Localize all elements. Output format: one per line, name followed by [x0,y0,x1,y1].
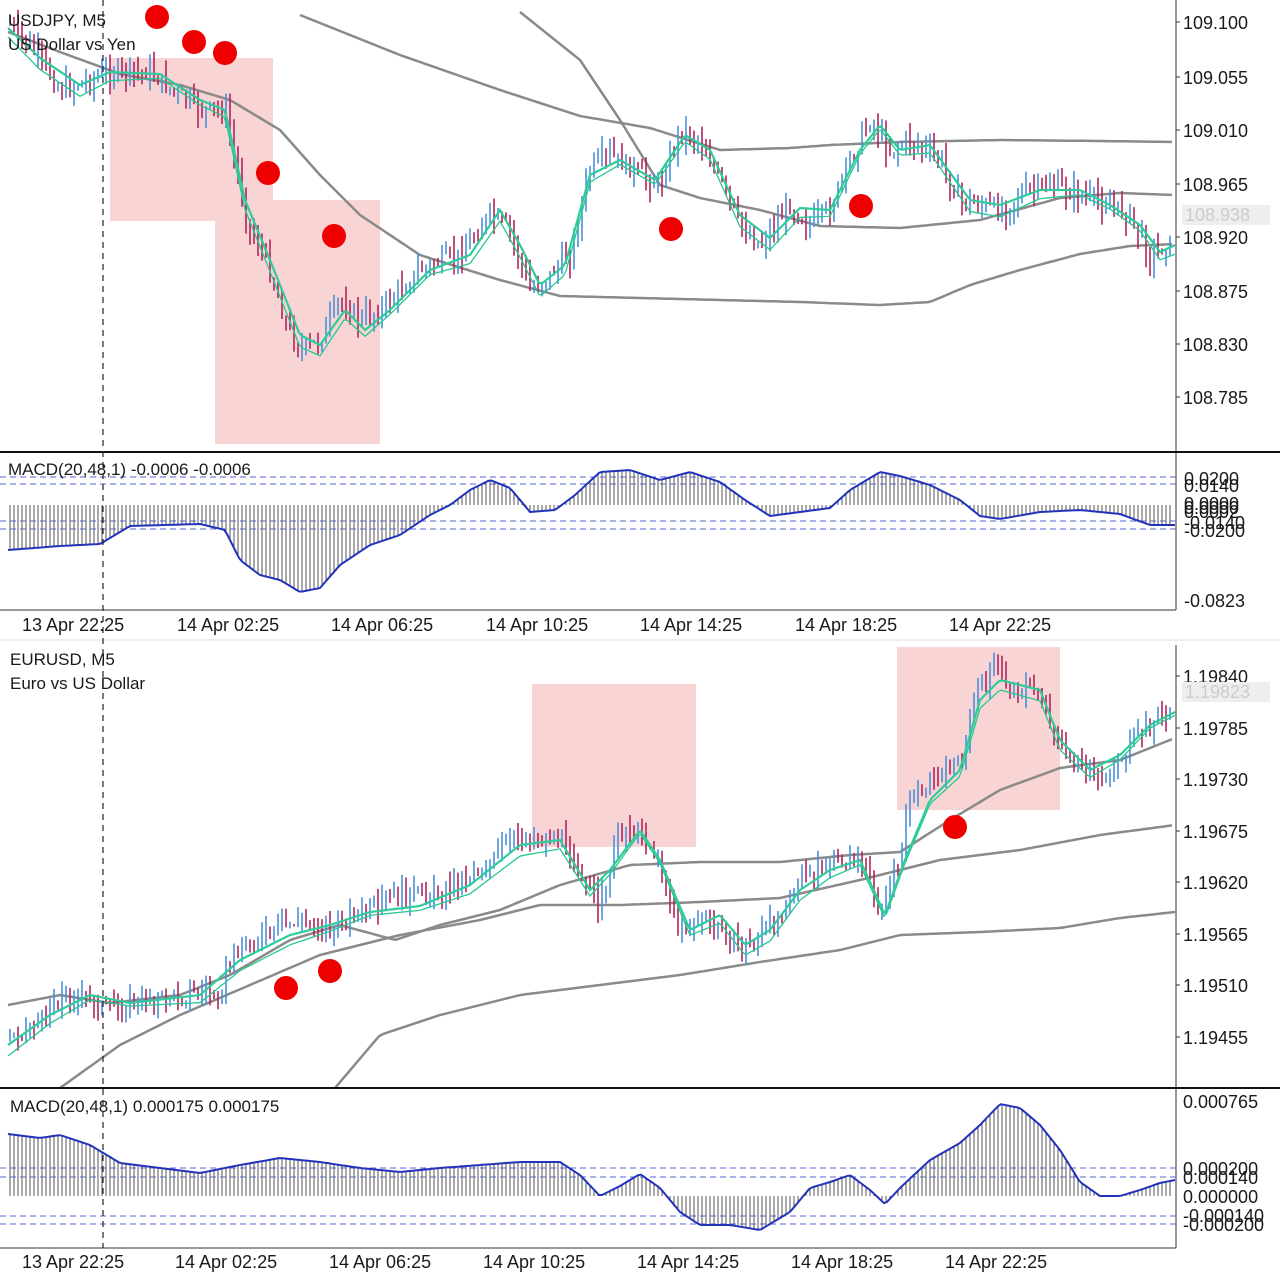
current-price-tag [1182,682,1270,702]
usdjpy-description-label: US Dollar vs Yen [8,35,136,54]
macd-tick: -0.000140 [1183,1206,1264,1226]
time-label: 14 Apr 06:25 [329,1252,431,1272]
price-tick: 108.920 [1183,228,1248,248]
usdjpy-macd-histogram [9,470,1171,592]
price-tick: 1.19730 [1183,770,1248,790]
eurusd-signal-markers [274,815,967,1000]
usdjpy-macd-pane[interactable]: MACD(20,48,1) -0.0006 -0.0006 0.0200 0.0… [0,460,1245,611]
price-tick: 108.830 [1183,335,1248,355]
moving-average-line [519,11,1173,230]
highlight-zone [532,684,696,847]
eurusd-price-axis[interactable]: 1.19840 1.19823 1.19785 1.19730 1.19675 … [1176,667,1270,1048]
time-label: 14 Apr 02:25 [175,1252,277,1272]
time-label: 14 Apr 22:25 [949,615,1051,635]
eurusd-description-label: Euro vs US Dollar [10,674,145,693]
macd-tick: 0.0000 [1184,498,1239,518]
time-label: 14 Apr 14:25 [640,615,742,635]
price-tick: 109.055 [1183,68,1248,88]
price-tick: 109.010 [1183,121,1248,141]
usdjpy-signal-markers [145,5,873,248]
current-price: 108.938 [1185,205,1250,225]
eurusd-macd-line [7,1103,1176,1231]
usdjpy-chart[interactable]: USDJPY, M5 US Dollar vs Yen 109.100 109.… [0,0,1280,635]
signal-marker [318,959,342,983]
macd-tick: 0.000000 [1183,1187,1258,1207]
eurusd-symbol-label: EURUSD, M5 [10,650,115,669]
moving-average-line [334,910,1176,1089]
current-price: 1.19823 [1185,682,1250,702]
macd-tick: -0.0823 [1184,591,1245,611]
macd-tick: -0.0140 [1184,513,1245,533]
current-price-tag [1182,205,1270,225]
time-label: 14 Apr 22:25 [945,1252,1047,1272]
usdjpy-ema-lines [7,27,1176,357]
usdjpy-highlight-zones [110,58,380,444]
macd-tick: 0.0002 [1184,502,1239,522]
time-label: 13 Apr 22:25 [22,1252,124,1272]
macd-tick: 0.0200 [1184,469,1239,489]
signal-marker [182,30,206,54]
time-label: 14 Apr 02:25 [177,615,279,635]
price-tick: 109.100 [1183,13,1248,33]
ema-slow-line [7,689,1176,1057]
macd-tick: 0.0140 [1184,476,1239,496]
time-label: 14 Apr 14:25 [637,1252,739,1272]
price-tick: 1.19620 [1183,873,1248,893]
eurusd-candles[interactable] [9,652,1171,1051]
eurusd-time-axis[interactable]: 13 Apr 22:25 14 Apr 02:25 14 Apr 06:25 1… [22,1252,1047,1272]
ema-fast-line [7,679,1176,1046]
time-label: 14 Apr 18:25 [795,615,897,635]
usdjpy-moving-averages [7,11,1173,307]
moving-average-line [7,30,1173,307]
usdjpy-macd-title: MACD(20,48,1) -0.0006 -0.0006 [8,460,251,479]
usdjpy-macd-line [7,469,1175,593]
time-label: 14 Apr 06:25 [331,615,433,635]
ema-fast-line [7,27,1176,347]
macd-tick: 0.0000 [1184,494,1239,514]
usdjpy-time-axis[interactable]: 13 Apr 22:25 14 Apr 02:25 14 Apr 06:25 1… [22,615,1051,635]
moving-average-line [299,13,1173,152]
usdjpy-price-axis[interactable]: 109.100 109.055 109.010 108.965 108.938 … [1176,13,1270,408]
signal-marker [849,194,873,218]
macd-tick: -0.0200 [1184,521,1245,541]
eurusd-ema-lines [7,679,1176,1057]
macd-tick: 0.000765 [1183,1092,1258,1112]
signal-marker [145,5,169,29]
price-tick: 1.19675 [1183,822,1248,842]
eurusd-macd-pane[interactable]: MACD(20,48,1) 0.000175 0.000175 0.000765… [0,1092,1264,1235]
price-tick: 1.19510 [1183,976,1248,996]
signal-marker [274,976,298,1000]
signal-marker [322,224,346,248]
price-tick: 1.19565 [1183,925,1248,945]
macd-tick: 0.000140 [1183,1168,1258,1188]
price-tick: 108.965 [1183,175,1248,195]
signal-marker [213,41,237,65]
signal-marker [659,217,683,241]
price-tick: 108.875 [1183,282,1248,302]
eurusd-highlight-zones [532,647,1060,847]
price-tick: 1.19785 [1183,719,1248,739]
eurusd-macd-histogram [9,1104,1171,1230]
highlight-zone [897,647,1060,810]
ema-slow-line [7,36,1176,357]
time-label: 14 Apr 10:25 [483,1252,585,1272]
eurusd-macd-title: MACD(20,48,1) 0.000175 0.000175 [10,1097,279,1116]
highlight-zone [215,200,380,444]
moving-average-line [59,824,1173,1090]
time-label: 14 Apr 10:25 [486,615,588,635]
macd-tick: -0.000200 [1183,1215,1264,1235]
price-tick: 1.19455 [1183,1028,1248,1048]
price-tick: 108.785 [1183,388,1248,408]
time-label: 13 Apr 22:25 [22,615,124,635]
time-label: 14 Apr 18:25 [791,1252,893,1272]
usdjpy-symbol-label: USDJPY, M5 [8,11,106,30]
eurusd-chart[interactable]: EURUSD, M5 Euro vs US Dollar 1.19840 1.1… [0,639,1280,1272]
signal-marker [256,161,280,185]
macd-tick: 0.000200 [1183,1159,1258,1179]
signal-marker [943,815,967,839]
